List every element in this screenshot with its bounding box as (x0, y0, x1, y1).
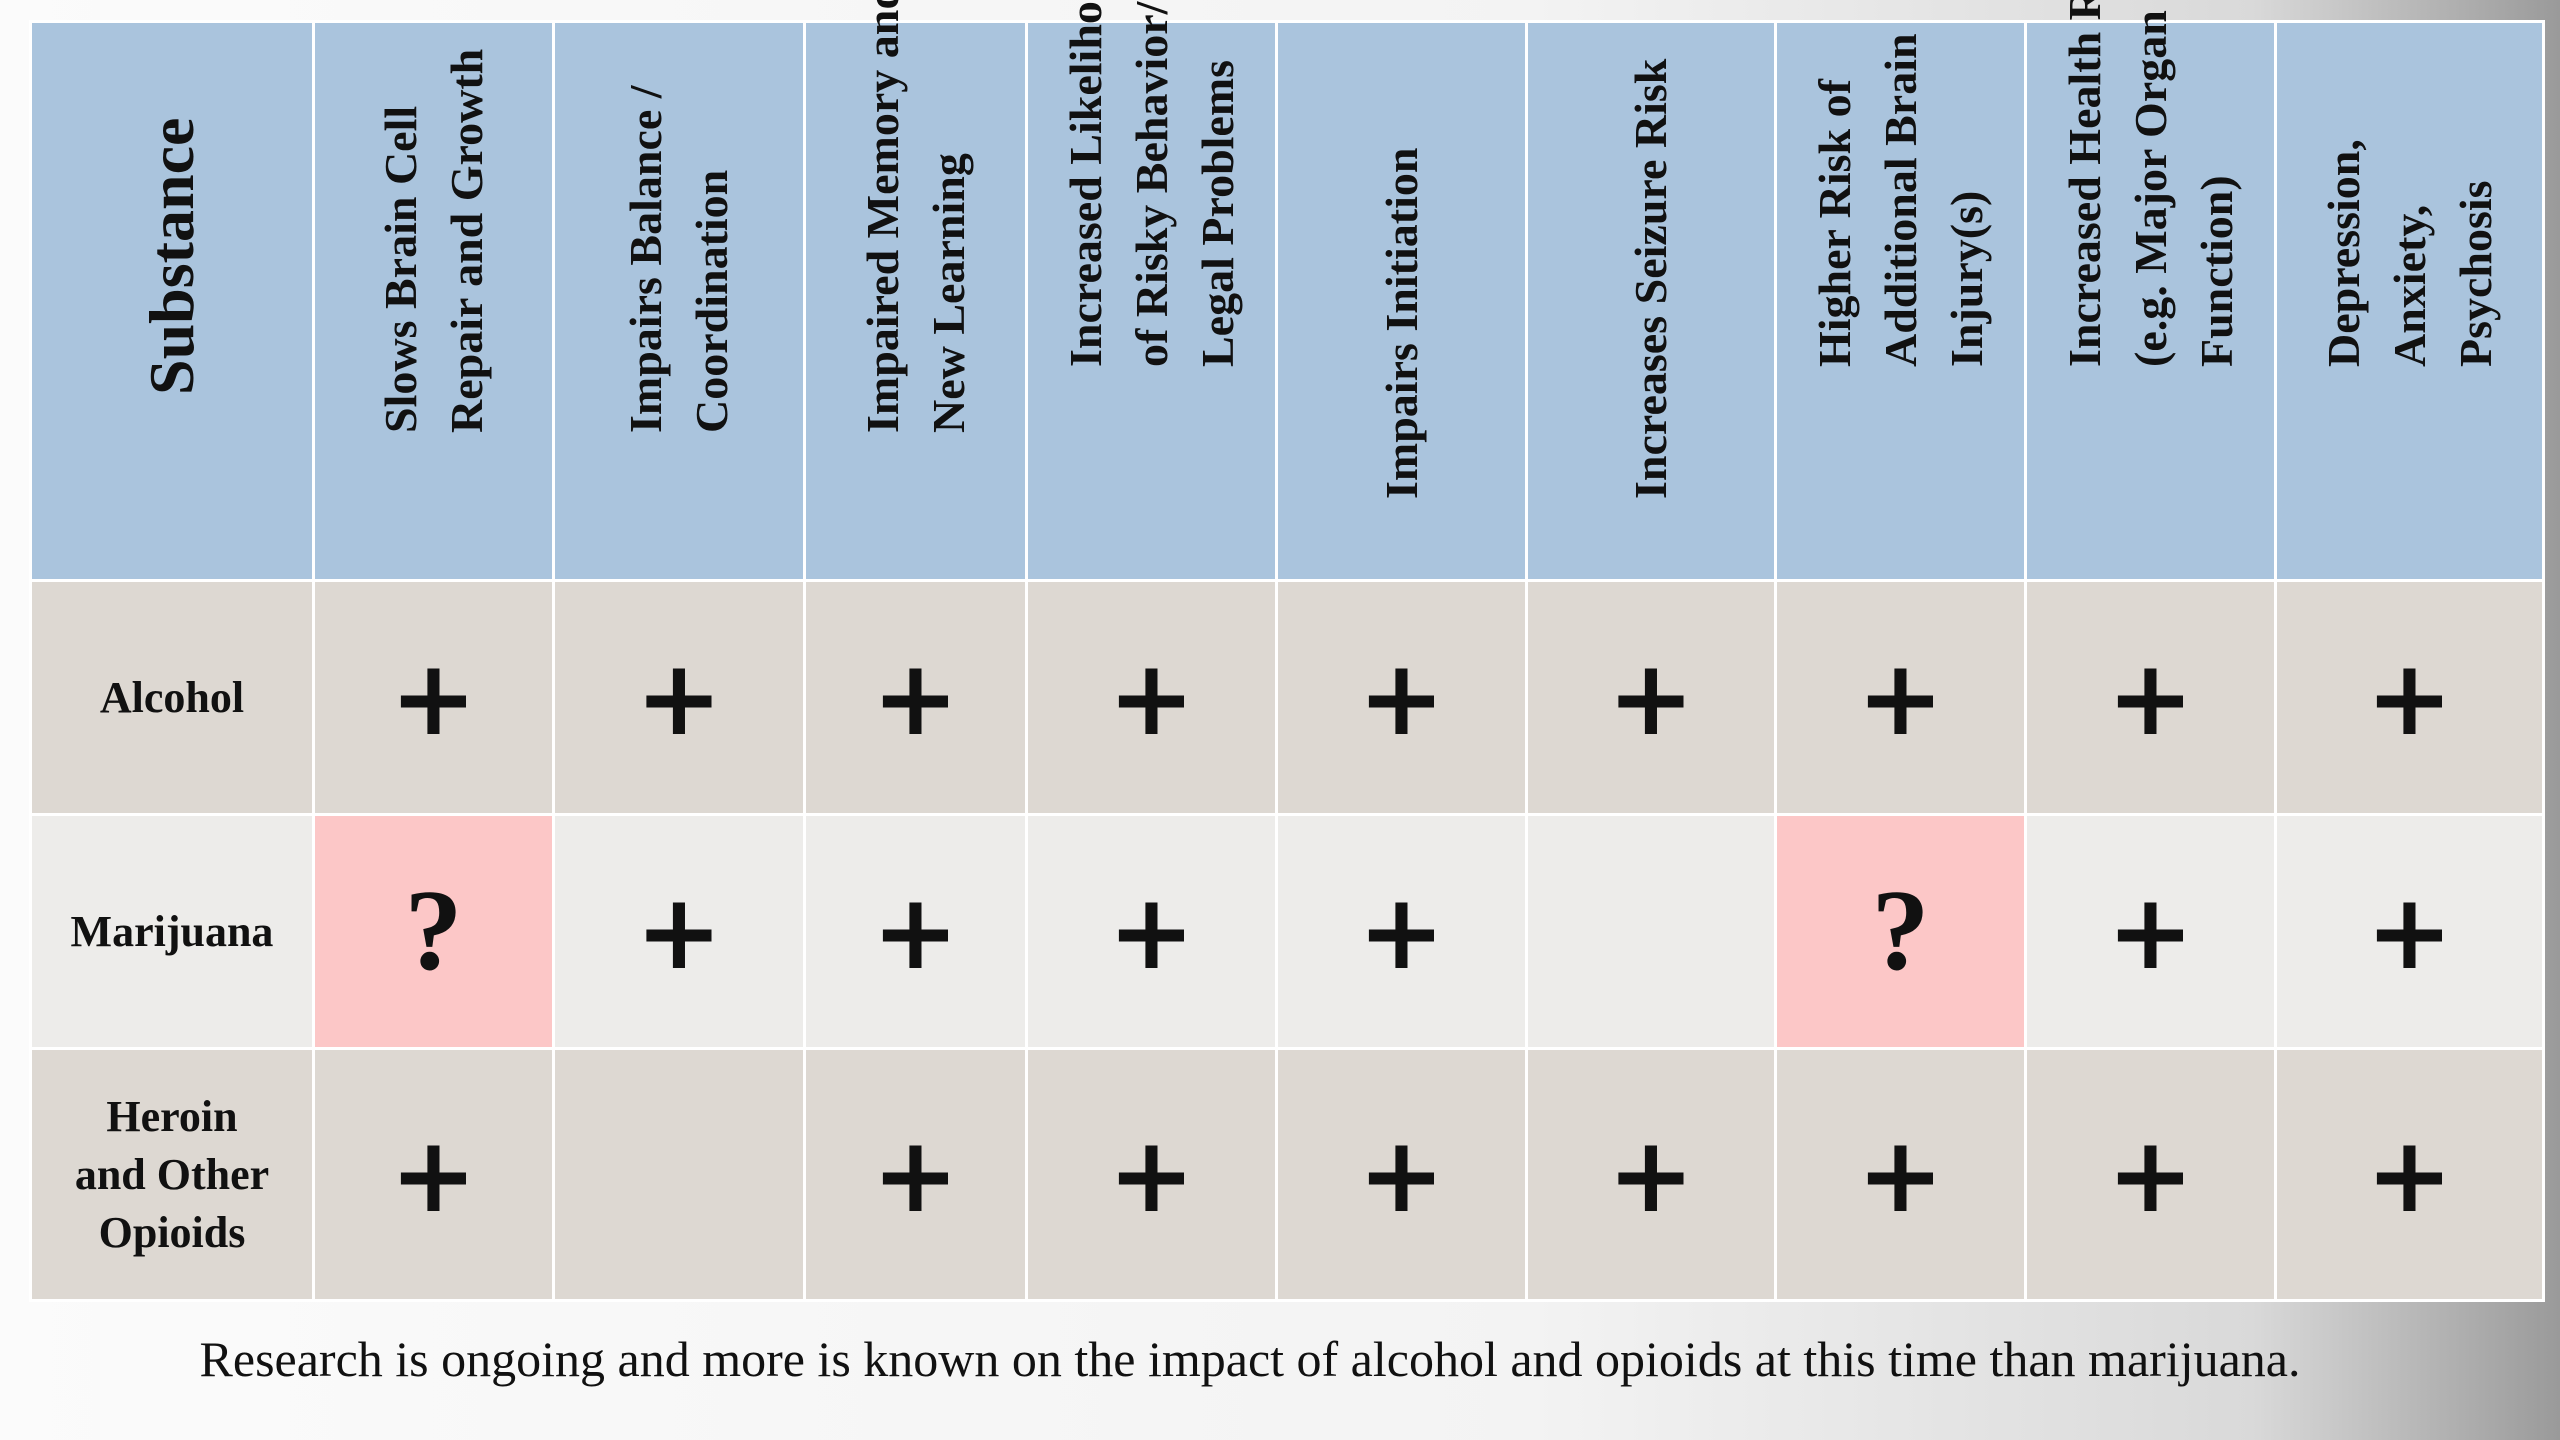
plus-mark: + (1856, 636, 1945, 759)
plus-mark: + (2365, 636, 2454, 759)
column-header: Increased Health Risks (e.g. Major Organ… (2024, 0, 2277, 582)
effect-cell: + (1025, 813, 1278, 1050)
plus-mark: + (2365, 1113, 2454, 1236)
plus-mark: + (1357, 870, 1446, 993)
substance-column-header: Substance (29, 20, 315, 582)
column-header: Impaired Memory and New Learning (803, 0, 1028, 582)
effect-cell: + (803, 1047, 1028, 1302)
effect-cell: + (803, 579, 1028, 816)
plus-mark: + (1856, 1113, 1945, 1236)
substance-name-line: Heroin (106, 1091, 238, 1141)
substance-row-alcohol: Alcohol + + + + + + + + + (29, 579, 2545, 816)
column-header-line: Repair and Growth (440, 48, 492, 433)
effect-cell: + (1275, 813, 1528, 1050)
plus-mark: + (871, 1113, 960, 1236)
plus-mark: + (1107, 636, 1196, 759)
substance-header-text: Substance (136, 117, 207, 395)
plus-mark: + (1607, 1113, 1695, 1236)
substance-effects-table: Substance Slows Brain Cell Repair and Gr… (29, 0, 2545, 1302)
unknown-effect-cell: ? (312, 813, 555, 1050)
column-header-line: New Learning (922, 153, 974, 433)
effect-cell: + (2274, 1047, 2545, 1302)
column-header-line: Higher Risk of (1808, 79, 1860, 367)
effect-cell: + (552, 813, 806, 1050)
column-header-line: Impaired Memory and (856, 0, 908, 433)
plus-mark: + (1357, 636, 1446, 759)
substance-name-line: Marijuana (70, 906, 274, 956)
column-header-line: Increased Likelihood (1059, 0, 1111, 367)
column-header-line: Additional Brain (1874, 33, 1926, 367)
effect-cell: + (1275, 1047, 1528, 1302)
empty-effect-cell (1525, 813, 1777, 1050)
plus-mark: + (1107, 1113, 1196, 1236)
effect-cell: + (312, 1047, 555, 1302)
column-header: Impairs Initiation (1275, 20, 1528, 582)
column-header: Depression, Anxiety, Psychosis (2274, 20, 2545, 582)
effect-cell: + (1525, 579, 1777, 816)
plus-mark: + (1107, 870, 1196, 993)
effect-cell: + (552, 579, 806, 816)
plus-mark: + (389, 636, 478, 759)
substance-row-marijuana: Marijuana ? + + + + ? + + (29, 813, 2545, 1050)
effect-cell: + (1774, 1047, 2027, 1302)
plus-mark: + (635, 870, 723, 993)
unknown-effect-cell: ? (1774, 813, 2027, 1050)
footnote-caption: Research is ongoing and more is known on… (199, 1331, 2301, 1387)
plus-mark: + (2106, 636, 2195, 759)
column-header: Increases Seizure Risk (1525, 20, 1777, 582)
question-mark: ? (404, 867, 463, 995)
column-header-line: Injury(s) (1940, 190, 1992, 367)
column-header-line: Psychosis (2449, 180, 2501, 367)
effect-cell: + (803, 813, 1028, 1050)
effect-cell: + (312, 579, 555, 816)
column-header-line: Impairs Initiation (1375, 147, 1427, 499)
substance-name-cell: Marijuana (29, 813, 315, 1050)
plus-mark: + (2365, 870, 2454, 993)
effect-cell: + (1025, 1047, 1278, 1302)
column-header-line: Slows Brain Cell (374, 105, 426, 433)
effect-cell: + (1275, 579, 1528, 816)
column-header-line: Legal Problems (1191, 59, 1243, 367)
effect-cell: + (1774, 579, 2027, 816)
column-header: Higher Risk of Additional Brain Injury(s… (1774, 20, 2027, 582)
header-row: Substance Slows Brain Cell Repair and Gr… (29, 0, 2545, 582)
effect-cell: + (1525, 1047, 1777, 1302)
substance-name-line: Opioids (98, 1207, 246, 1257)
effect-cell: + (2274, 579, 2545, 816)
column-header-line: Depression, (2317, 139, 2369, 367)
question-mark: ? (1871, 867, 1930, 995)
effect-cell: + (2274, 813, 2545, 1050)
plus-mark: + (2106, 1113, 2195, 1236)
plus-mark: + (389, 1113, 478, 1236)
column-header-line: Impairs Balance / (620, 85, 671, 433)
effect-cell: + (2024, 1047, 2277, 1302)
column-header: Slows Brain Cell Repair and Growth (312, 20, 555, 582)
plus-mark: + (1357, 1113, 1446, 1236)
substance-row-opioids: Heroin and Other Opioids + + + + + + + + (29, 1047, 2545, 1302)
column-header-line: Function) (2190, 175, 2242, 367)
substance-name-cell: Alcohol (29, 579, 315, 816)
substance-name-cell: Heroin and Other Opioids (29, 1047, 315, 1302)
column-header-line: Anxiety, (2383, 204, 2435, 367)
column-header-line: Coordination (686, 169, 737, 433)
column-header-line: (e.g. Major Organ (2124, 10, 2176, 367)
substance-name-line: and Other (74, 1149, 270, 1199)
effect-cell: + (2024, 579, 2277, 816)
plus-mark: + (871, 636, 960, 759)
effect-cell: + (1025, 579, 1278, 816)
column-header: Increased Likelihood of Risky Behavior/ … (1025, 0, 1278, 582)
substance-name-line: Alcohol (99, 672, 245, 722)
column-header-line: Increased Health Risks (2058, 0, 2110, 367)
empty-effect-cell (552, 1047, 806, 1302)
plus-mark: + (635, 636, 723, 759)
column-header: Impairs Balance / Coordination (552, 20, 806, 582)
plus-mark: + (871, 870, 960, 993)
column-header-line: of Risky Behavior/ (1125, 1, 1177, 367)
plus-mark: + (2106, 870, 2195, 993)
plus-mark: + (1607, 636, 1695, 759)
column-header-line: Increases Seizure Risk (1625, 58, 1676, 499)
effect-cell: + (2024, 813, 2277, 1050)
